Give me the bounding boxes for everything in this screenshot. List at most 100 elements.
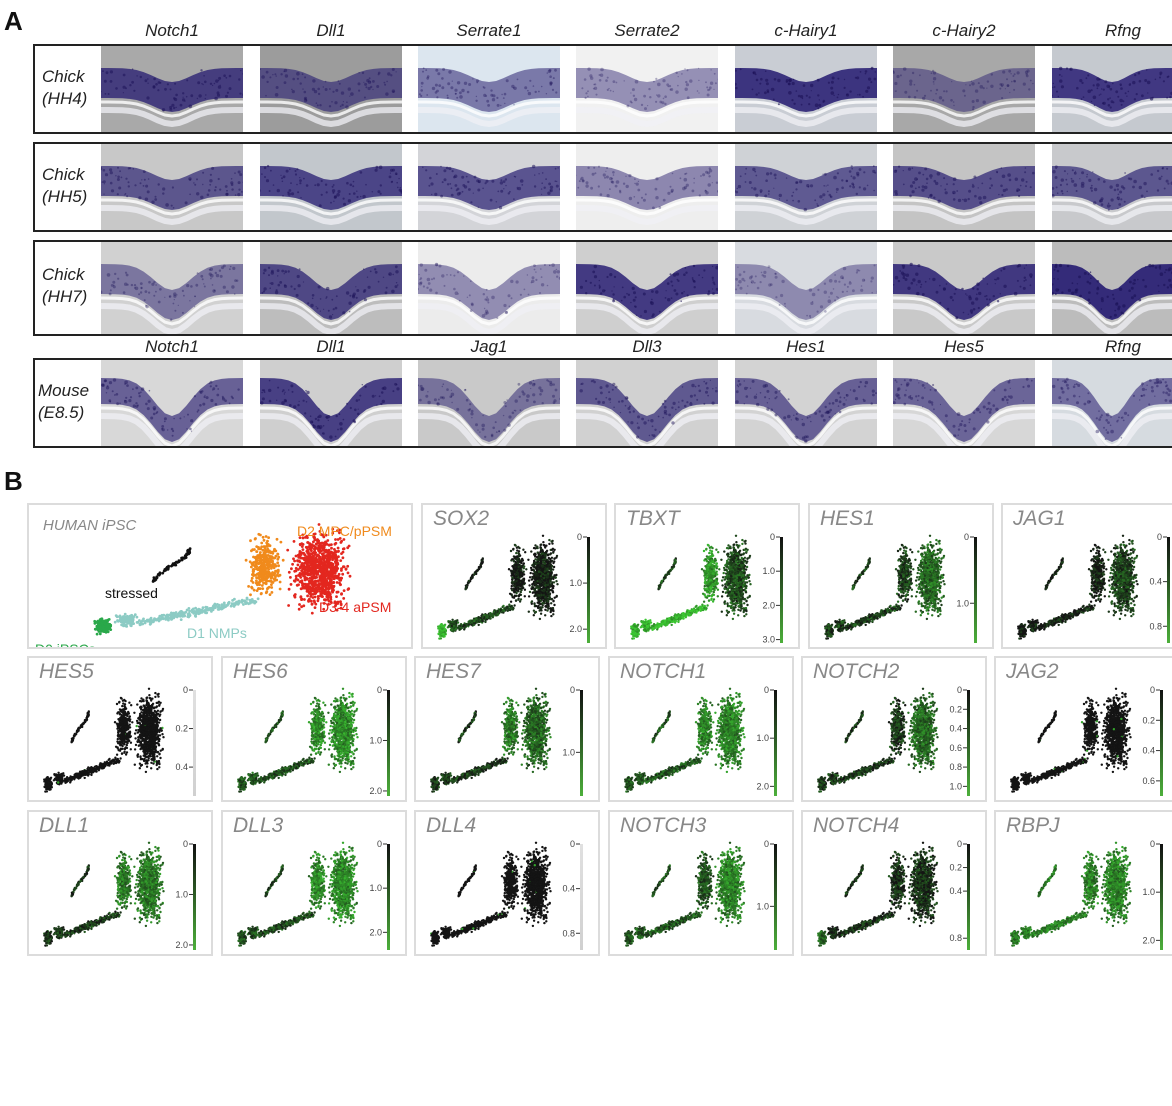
colorbar-tick-label: 0 [770,532,775,542]
colorbar [193,690,196,796]
umap-gene-panel: SOX2 0 1.0 2.0 [421,503,607,649]
umap-clusters-title: HUMAN iPSC [43,517,136,534]
row-label-hh7: Chick (HH7) [42,264,87,308]
umap-gene-panel: NOTCH4 0 0.2 0.4 0.8 [801,810,987,956]
colorbar [774,690,777,796]
section-image [576,242,718,334]
colorbar [780,537,783,643]
colorbar-tick-label: 1.0 [175,889,188,899]
colorbar-tick-label: 0 [183,685,188,695]
umap-gene-title: HES1 [820,507,875,531]
colorbar-tick-label: 1.0 [956,598,969,608]
colorbar-tick-label: 0.2 [1142,715,1155,725]
section-image [576,360,718,446]
section-image [893,242,1035,334]
section-image [101,46,243,132]
section-image [1052,242,1172,334]
mouse-gene-header: Jag1 [419,337,559,357]
section-image [260,242,402,334]
umap-gene-title: HES5 [39,660,94,684]
colorbar-tick-label: 2.0 [175,940,188,950]
colorbar-tick-label: 0.2 [949,863,962,873]
umap-gene-panel: TBXT 0 1.0 2.0 3.0 [614,503,800,649]
umap-gene-plot: 0 1.0 2.0 [1010,839,1163,950]
umap-gene-panel: NOTCH2 0 0.2 0.4 0.6 0.8 1.0 [801,656,987,802]
colorbar-tick-label: 1.0 [756,733,769,743]
umap-gene-plot: 01.0 [624,839,777,950]
mouse-gene-header: Rfng [1053,337,1172,357]
umap-gene-title: NOTCH1 [620,660,706,684]
umap-gene-title: JAG2 [1006,660,1059,684]
colorbar [1160,844,1163,950]
row-label-hh4: Chick (HH4) [42,66,87,110]
section-image [576,46,718,132]
colorbar-tick-label: 0.6 [949,743,962,753]
row-label-hh5-line2: (HH5) [42,186,87,208]
chick-gene-header: c-Hairy2 [894,21,1034,41]
colorbar-tick-label: 0.4 [1142,746,1155,756]
colorbar-tick-label: 0 [1157,532,1162,542]
umap-gene-plot: 0 0.4 0.8 [1017,532,1170,643]
colorbar-tick-label: 0 [1150,839,1155,849]
row-label-hh4-line1: Chick [42,66,87,88]
umap-gene-title: JAG1 [1013,507,1066,531]
colorbar-tick-label: 0.2 [949,704,962,714]
colorbar-tick-label: 1.0 [369,883,382,893]
umap-gene-panel: DLL4 0 0.4 0.8 [414,810,600,956]
chick-gene-header: Serrate1 [419,21,559,41]
colorbar-tick-label: 0 [764,839,769,849]
umap-gene-panel: JAG2 0 0.2 0.4 0.6 [994,656,1172,802]
colorbar-tick-label: 0.8 [949,762,962,772]
colorbar [587,537,590,643]
colorbar-tick-label: 0.4 [175,762,188,772]
umap-gene-plot: 0 0.4 0.8 [430,839,583,950]
umap-gene-plot: 0 1.0 2.0 [237,685,390,796]
umap-gene-panel: HES5 0 0.2 0.4 [27,656,213,802]
cluster-label-d1: D1 NMPs [187,625,247,641]
umap-gene-title: DLL4 [426,814,476,838]
section-image [893,144,1035,230]
cluster-label-d0: D0 iPSCs [35,641,96,647]
mouse-gene-header: Hes5 [894,337,1034,357]
colorbar-tick-label: 0 [377,685,382,695]
section-image [1052,360,1172,446]
section-image [735,360,877,446]
colorbar-tick-label: 1.0 [369,735,382,745]
section-image [418,144,560,230]
section-image [735,144,877,230]
mouse-gene-header: Hes1 [736,337,876,357]
umap-clusters-panel: HUMAN iPSC D2 MPC/pPSM stressed D3-4 aPS… [27,503,413,649]
cluster-label-d2: D2 MPC/pPSM [297,523,392,539]
umap-gene-plot: 0 0.2 0.4 0.8 [817,839,970,950]
colorbar-tick-label: 1.0 [762,566,775,576]
chick-gene-header: c-Hairy1 [736,21,876,41]
colorbar-tick-label: 2.0 [762,600,775,610]
umap-gene-panel: HES6 0 1.0 2.0 [221,656,407,802]
section-image [893,360,1035,446]
umap-gene-panel: NOTCH3 0 1.0 [608,810,794,956]
colorbar-tick-label: 2.0 [569,624,582,634]
row-label-e85: Mouse (E8.5) [38,380,89,424]
umap-gene-title: TBXT [626,507,680,531]
colorbar-tick-label: 0 [570,685,575,695]
colorbar-tick-label: 0 [957,685,962,695]
colorbar-tick-label: 0.4 [949,724,962,734]
colorbar [580,844,583,950]
section-image [260,360,402,446]
panel-a-label: A [4,6,23,37]
umap-gene-title: RBPJ [1006,814,1060,838]
row-label-hh7-line2: (HH7) [42,286,87,308]
umap-gene-plot: 0 1.0 2.0 [237,839,390,950]
colorbar-tick-label: 0.6 [1142,776,1155,786]
umap-gene-panel: DLL3 0 1.0 2.0 [221,810,407,956]
colorbar [1167,537,1170,643]
mouse-gene-header: Dll1 [261,337,401,357]
colorbar-tick-label: 0.8 [949,933,962,943]
colorbar-tick-label: 2.0 [1142,935,1155,945]
colorbar [387,690,390,796]
umap-gene-title: DLL1 [39,814,89,838]
umap-gene-panel: DLL1 0 1.0 2.0 [27,810,213,956]
umap-gene-plot: 0 1.0 2.0 [43,839,196,950]
colorbar [774,844,777,950]
umap-gene-panel: RBPJ 0 1.0 2.0 [994,810,1172,956]
